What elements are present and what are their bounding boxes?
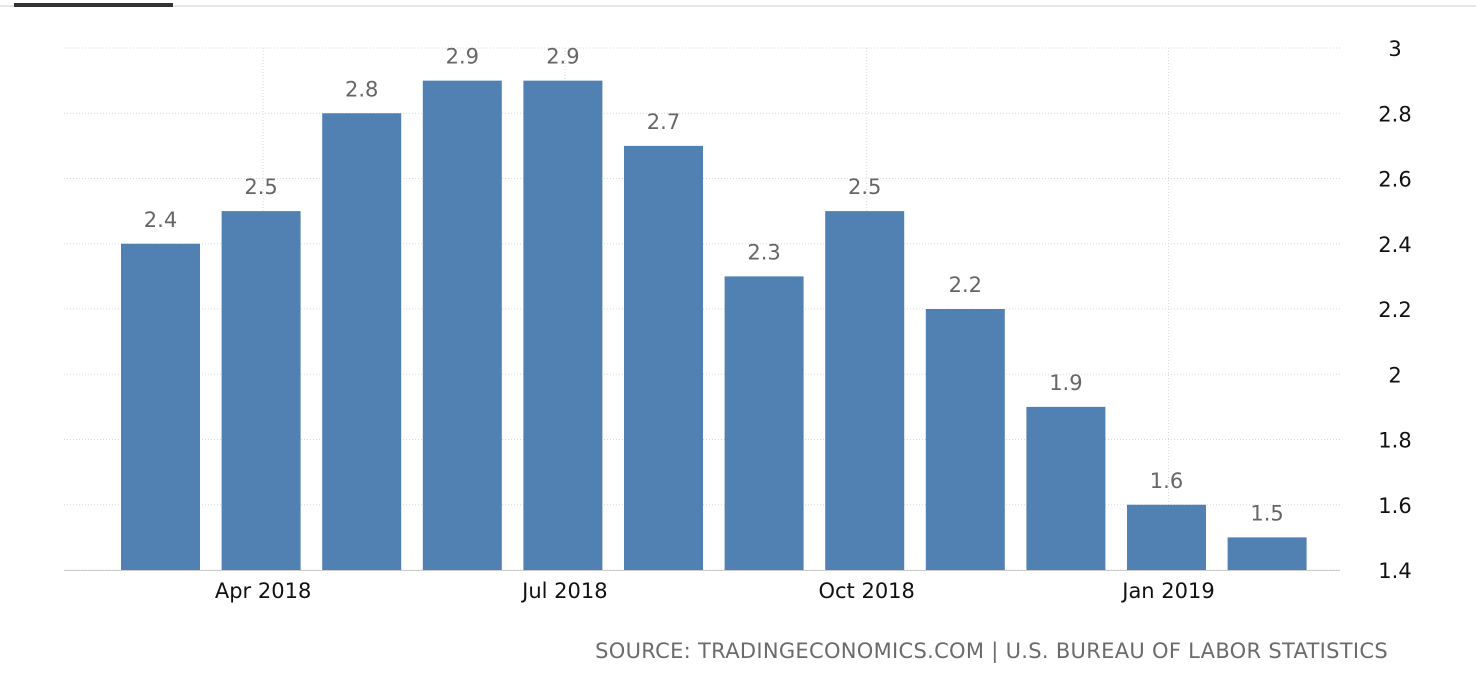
y-tick-label: 2.6 (1378, 168, 1411, 192)
x-tick-label: Apr 2018 (215, 579, 311, 603)
bar-chart: 2.4 2.5 2.8 2.9 2.9 2.7 2.3 2.5 2.2 1.9 1.6 1.5 1.4… (64, 37, 1412, 603)
bar (1227, 537, 1307, 570)
data-label: 2.5 (848, 175, 881, 199)
data-label: 1.5 (1250, 501, 1283, 525)
y-axis-ticks: 1.4 1.6 1.8 2 2.2 2.4 2.6 2.8 3 (1378, 37, 1411, 583)
data-label: 2.7 (647, 110, 680, 134)
bar (523, 80, 603, 570)
x-axis-ticks: Apr 2018 Jul 2018 Oct 2018 Jan 2019 (215, 579, 1215, 603)
data-label: 2.8 (345, 77, 378, 101)
data-label: 1.6 (1150, 469, 1183, 493)
bar (121, 243, 200, 570)
bar (221, 211, 301, 570)
top-progress-bar (0, 0, 1476, 8)
data-label: 2.4 (144, 208, 177, 232)
bars (121, 80, 1307, 570)
y-tick-label: 1.8 (1378, 429, 1411, 453)
data-label: 2.3 (747, 240, 780, 264)
top-bar-track (0, 5, 1476, 7)
x-tick-label: Jan 2019 (1120, 579, 1215, 603)
y-tick-label: 1.6 (1378, 494, 1411, 518)
y-tick-label: 2.4 (1378, 233, 1411, 257)
y-tick-label: 2 (1388, 363, 1401, 387)
bar (925, 309, 1005, 570)
data-label: 2.2 (949, 273, 982, 297)
x-tick-label: Oct 2018 (818, 579, 914, 603)
data-label: 1.9 (1049, 371, 1082, 395)
bar (825, 211, 905, 570)
y-tick-label: 3 (1388, 37, 1401, 61)
bar (624, 145, 703, 570)
bar (1026, 406, 1106, 570)
bar (422, 80, 502, 570)
bar (1127, 504, 1206, 570)
y-tick-label: 2.8 (1378, 102, 1411, 126)
data-label: 2.9 (446, 45, 479, 69)
y-tick-label: 2.2 (1378, 298, 1411, 322)
data-label: 2.5 (244, 175, 277, 199)
y-tick-label: 1.4 (1378, 559, 1411, 583)
bar (322, 113, 402, 570)
data-label: 2.9 (546, 45, 579, 69)
x-tick-label: Jul 2018 (520, 579, 607, 603)
top-bar-accent (14, 3, 173, 7)
data-labels: 2.4 2.5 2.8 2.9 2.9 2.7 2.3 2.5 2.2 1.9 1.6 1.5 (144, 45, 1284, 526)
source-attribution: SOURCE: TRADINGECONOMICS.COM | U.S. BURE… (595, 639, 1388, 663)
bar (724, 276, 804, 570)
